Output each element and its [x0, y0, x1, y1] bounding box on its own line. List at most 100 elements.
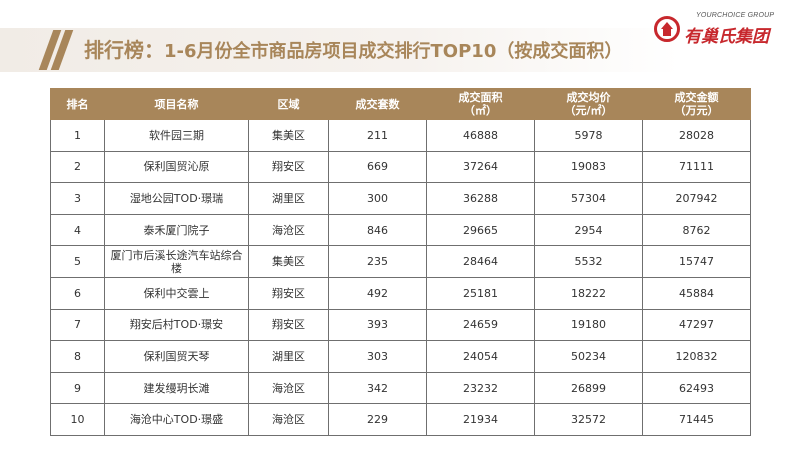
column-header-unit: （万元）: [674, 104, 719, 117]
column-header-unit: （㎡）: [464, 104, 497, 117]
avg-price-cell: 26899: [534, 371, 643, 405]
units-cell: 300: [328, 182, 427, 215]
rank-cell: 3: [50, 182, 105, 215]
amount-cell: 120832: [642, 340, 751, 373]
column-header: 排名: [50, 88, 105, 120]
table-row: 1 软件园三期 集美区 211 46888 5978 28028: [50, 119, 751, 152]
units-cell: 303: [328, 340, 427, 373]
district-cell: 海沧区: [248, 403, 329, 436]
avg-price-cell: 57304: [534, 182, 643, 215]
district-cell: 集美区: [248, 119, 329, 152]
rank-cell: 6: [50, 276, 105, 310]
column-header: 成交面积 （㎡）: [426, 88, 535, 120]
area-cell: 23232: [426, 371, 535, 405]
rank-cell: 4: [50, 213, 105, 247]
district-cell: 翔安区: [248, 276, 329, 310]
amount-cell: 47297: [642, 308, 751, 342]
area-cell: 21934: [426, 403, 535, 436]
district-cell: 海沧区: [248, 371, 329, 405]
column-header: 成交金额 （万元）: [642, 88, 751, 120]
table-row: 6 保利中交雲上 翔安区 492 25181 18222 45884: [50, 276, 751, 310]
project-name-cell: 翔安后村TOD·璟安: [104, 308, 249, 342]
project-name-cell: 保利国贸沁原: [104, 150, 249, 184]
avg-price-cell: 5532: [534, 245, 643, 278]
amount-cell: 207942: [642, 182, 751, 215]
column-header-label: 成交均价: [566, 91, 611, 104]
table-row: 4 泰禾厦门院子 海沧区 846 29665 2954 8762: [50, 213, 751, 247]
logo-english-text: YOURCHOICE GROUP: [696, 12, 775, 19]
units-cell: 669: [328, 150, 427, 184]
district-cell: 翔安区: [248, 308, 329, 342]
area-cell: 28464: [426, 245, 535, 278]
column-header-label: 排名: [66, 97, 89, 111]
column-header: 区域: [248, 88, 329, 120]
units-cell: 235: [328, 245, 427, 278]
area-cell: 37264: [426, 150, 535, 184]
amount-cell: 15747: [642, 245, 751, 278]
area-cell: 29665: [426, 213, 535, 247]
avg-price-cell: 32572: [534, 403, 643, 436]
project-name-cell: 湿地公园TOD·璟瑞: [104, 182, 249, 215]
table-header-row: 排名 项目名称 区域 成交套数 成交面积 （㎡） 成交均价 （元/㎡） 成交金额 （万元）: [50, 88, 751, 120]
area-cell: 25181: [426, 276, 535, 310]
avg-price-cell: 18222: [534, 276, 643, 310]
column-header-unit: （元/㎡）: [564, 104, 613, 117]
column-header: 成交均价 （元/㎡）: [534, 88, 643, 120]
column-header: 项目名称: [104, 88, 249, 120]
project-name-cell: 建发缦玥长滩: [104, 371, 249, 405]
rank-cell: 7: [50, 308, 105, 342]
avg-price-cell: 19083: [534, 150, 643, 184]
avg-price-cell: 19180: [534, 308, 643, 342]
project-name-cell: 软件园三期: [104, 119, 249, 152]
ranking-table: 排名 项目名称 区域 成交套数 成交面积 （㎡） 成交均价 （元/㎡） 成交金额 （万元） 1 软件…: [50, 88, 751, 436]
table-row: 2 保利国贸沁原 翔安区 669 37264 19083 71111: [50, 150, 751, 184]
page-title-sub: 1-6月份全市商品房项目成交排行TOP10（按成交面积）: [164, 41, 623, 62]
column-header: 成交套数: [328, 88, 427, 120]
rank-cell: 5: [50, 245, 105, 278]
avg-price-cell: 5978: [534, 119, 643, 152]
avg-price-cell: 2954: [534, 213, 643, 247]
project-name-cell: 保利中交雲上: [104, 276, 249, 310]
table-row: 7 翔安后村TOD·璟安 翔安区 393 24659 19180 47297: [50, 308, 751, 342]
area-cell: 36288: [426, 182, 535, 215]
district-cell: 海沧区: [248, 213, 329, 247]
district-cell: 湖里区: [248, 182, 329, 215]
page-title-main: 排行榜：: [84, 38, 164, 62]
table-row: 5 厦门市后溪长途汽车站综合楼 集美区 235 28464 5532 15747: [50, 245, 751, 278]
amount-cell: 62493: [642, 371, 751, 405]
column-header-label: 项目名称: [154, 97, 199, 111]
column-header-label: 区域: [277, 97, 300, 111]
district-cell: 翔安区: [248, 150, 329, 184]
table-row: 3 湿地公园TOD·璟瑞 湖里区 300 36288 57304 207942: [50, 182, 751, 215]
logo-chinese-text: 有巢氏集团: [684, 27, 769, 47]
title-band: [0, 28, 680, 72]
avg-price-cell: 50234: [534, 340, 643, 373]
page-title: 排行榜：1-6月份全市商品房项目成交排行TOP10（按成交面积）: [84, 34, 622, 66]
table-row: 8 保利国贸天琴 湖里区 303 24054 50234 120832: [50, 340, 751, 373]
table-body: 1 软件园三期 集美区 211 46888 5978 28028 2 保利国贸沁原 翔安区 669 3…: [50, 119, 751, 436]
area-cell: 24659: [426, 308, 535, 342]
area-cell: 46888: [426, 119, 535, 152]
table-row: 10 海沧中心TOD·璟盛 海沧区 229 21934 32572 71445: [50, 403, 751, 436]
units-cell: 211: [328, 119, 427, 152]
units-cell: 393: [328, 308, 427, 342]
units-cell: 229: [328, 403, 427, 436]
units-cell: 342: [328, 371, 427, 405]
column-header-label: 成交金额: [674, 91, 719, 104]
rank-cell: 10: [50, 403, 105, 436]
project-name-cell: 海沧中心TOD·璟盛: [104, 403, 249, 436]
amount-cell: 8762: [642, 213, 751, 247]
units-cell: 846: [328, 213, 427, 247]
rank-cell: 9: [50, 371, 105, 405]
amount-cell: 28028: [642, 119, 751, 152]
district-cell: 湖里区: [248, 340, 329, 373]
house-circle-icon: [654, 16, 680, 42]
rank-cell: 2: [50, 150, 105, 184]
table-row: 9 建发缦玥长滩 海沧区 342 23232 26899 62493: [50, 371, 751, 405]
project-name-cell: 泰禾厦门院子: [104, 213, 249, 247]
area-cell: 24054: [426, 340, 535, 373]
amount-cell: 45884: [642, 276, 751, 310]
district-cell: 集美区: [248, 245, 329, 278]
column-header-label: 成交套数: [355, 97, 400, 111]
amount-cell: 71445: [642, 403, 751, 436]
